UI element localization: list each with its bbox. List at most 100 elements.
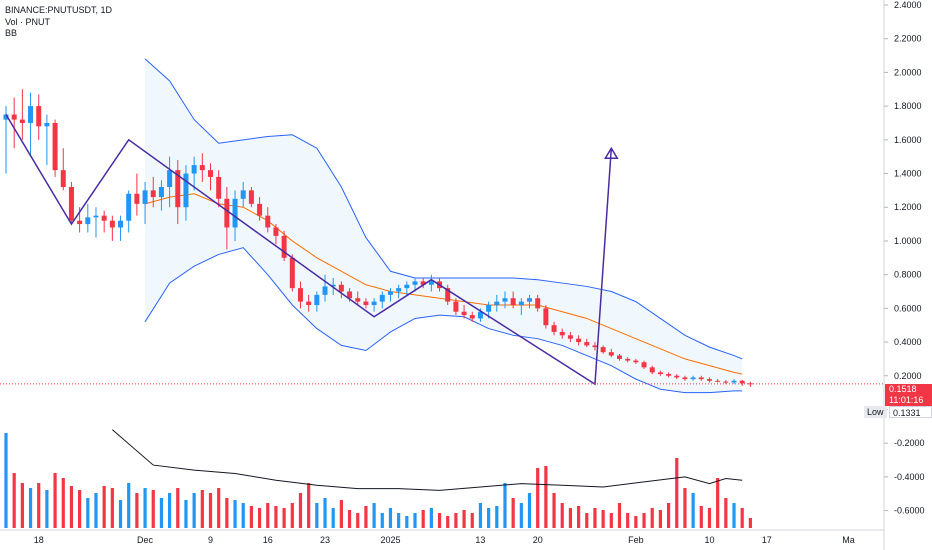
candle-body bbox=[543, 308, 549, 326]
volume-bar bbox=[200, 490, 204, 528]
candle-body bbox=[142, 190, 148, 204]
volume-bar bbox=[176, 488, 180, 528]
volume-bar bbox=[78, 490, 82, 528]
volume-bar bbox=[446, 516, 450, 528]
volume-bar bbox=[225, 498, 229, 528]
candle-body bbox=[510, 298, 516, 305]
candle-body bbox=[289, 257, 295, 289]
price-tick-label: 1.6000 bbox=[894, 135, 922, 145]
volume-bar bbox=[437, 513, 442, 528]
candle-body bbox=[567, 335, 573, 339]
volume-bar bbox=[307, 483, 311, 528]
volume-bar bbox=[380, 513, 384, 528]
candle-body bbox=[93, 215, 99, 218]
candle-body bbox=[118, 220, 124, 228]
volume-bar bbox=[617, 503, 622, 528]
volume-bar bbox=[86, 498, 90, 528]
bollinger-fill bbox=[145, 58, 743, 393]
price-tick-label: 1.8000 bbox=[894, 101, 922, 111]
candle-body bbox=[469, 315, 475, 319]
volume-bar bbox=[716, 478, 720, 528]
candle-body bbox=[592, 345, 598, 348]
volume-bar bbox=[429, 508, 433, 528]
candle-body bbox=[297, 288, 303, 302]
candle-body bbox=[420, 281, 426, 285]
volume-bar bbox=[168, 493, 172, 528]
countdown-value: 11:01:16 bbox=[889, 395, 924, 405]
candle-body bbox=[52, 122, 58, 171]
candle-body bbox=[453, 301, 459, 312]
price-tick-label: 0.8000 bbox=[894, 270, 922, 280]
candle-body bbox=[281, 235, 287, 258]
candle-body bbox=[682, 377, 688, 380]
candle-body bbox=[633, 360, 639, 363]
price-tick-label: 2.0000 bbox=[894, 67, 922, 77]
candle-body bbox=[355, 298, 361, 302]
candle-body bbox=[739, 380, 745, 384]
candle-body bbox=[150, 190, 156, 198]
time-tick-label: 9 bbox=[208, 535, 213, 545]
candle-body bbox=[175, 170, 181, 208]
candle-body bbox=[3, 114, 9, 120]
volume-bar bbox=[593, 508, 597, 528]
volume-bar bbox=[53, 473, 57, 528]
time-tick-label: 18 bbox=[34, 535, 44, 545]
indicator-label[interactable]: BB bbox=[5, 28, 18, 38]
volume-bar bbox=[732, 503, 736, 528]
volume-bar bbox=[454, 513, 458, 528]
candle-body bbox=[167, 170, 173, 188]
candle-body bbox=[518, 301, 524, 305]
volume-bar bbox=[707, 508, 712, 528]
candle-body bbox=[208, 170, 213, 177]
low-label: Low bbox=[864, 406, 887, 418]
volume-bar bbox=[372, 503, 376, 528]
volume-bar bbox=[601, 510, 605, 528]
symbol-label[interactable]: BINANCE:PNUTUSDT, 1D bbox=[5, 5, 113, 15]
candle-body bbox=[428, 281, 434, 285]
volume-bar bbox=[331, 508, 335, 528]
legend: BINANCE:PNUTUSDT, 1D Vol · PNUT BB bbox=[5, 5, 112, 40]
price-tick-label: -0.2000 bbox=[894, 438, 925, 448]
candle-body bbox=[706, 379, 712, 381]
volume-bar bbox=[159, 498, 164, 528]
volume-bar bbox=[241, 503, 245, 528]
time-tick-label: Dec bbox=[137, 535, 154, 545]
volume-label[interactable]: Vol · PNUT bbox=[5, 16, 51, 27]
volume-bar bbox=[634, 516, 638, 528]
volume-bar bbox=[691, 493, 695, 528]
candle-body bbox=[641, 362, 647, 368]
candle-body bbox=[387, 291, 393, 295]
candle-body bbox=[584, 342, 590, 346]
candle-body bbox=[101, 215, 107, 221]
volume-bar bbox=[388, 508, 393, 528]
volume-bar bbox=[536, 468, 540, 528]
price-tick-label: 0.6000 bbox=[894, 303, 922, 313]
volume-bar bbox=[257, 508, 262, 528]
candle-body bbox=[216, 176, 222, 199]
volume-bar bbox=[609, 513, 613, 528]
last-price-value: 0.1518 bbox=[889, 384, 917, 394]
price-tick-label: -0.6000 bbox=[894, 506, 925, 516]
candle-body bbox=[674, 375, 680, 378]
candle-body bbox=[314, 294, 320, 305]
volume-bar bbox=[12, 473, 16, 528]
volume-bar bbox=[151, 490, 155, 528]
candle-body bbox=[404, 284, 410, 289]
candle-body bbox=[77, 220, 83, 225]
candle-body bbox=[183, 173, 189, 208]
volume-bar bbox=[127, 483, 131, 528]
candle-body bbox=[158, 187, 164, 198]
candle-body bbox=[36, 106, 42, 127]
candle-body bbox=[412, 281, 418, 285]
candle-body bbox=[715, 380, 721, 382]
time-tick-label: 23 bbox=[320, 535, 330, 545]
candle-body bbox=[379, 294, 385, 302]
volume-bar bbox=[69, 486, 74, 528]
volume-bar bbox=[511, 498, 515, 528]
candle-body bbox=[576, 338, 582, 343]
candle-body bbox=[85, 217, 91, 225]
volume-bar bbox=[397, 513, 401, 528]
candle-body bbox=[240, 190, 246, 199]
